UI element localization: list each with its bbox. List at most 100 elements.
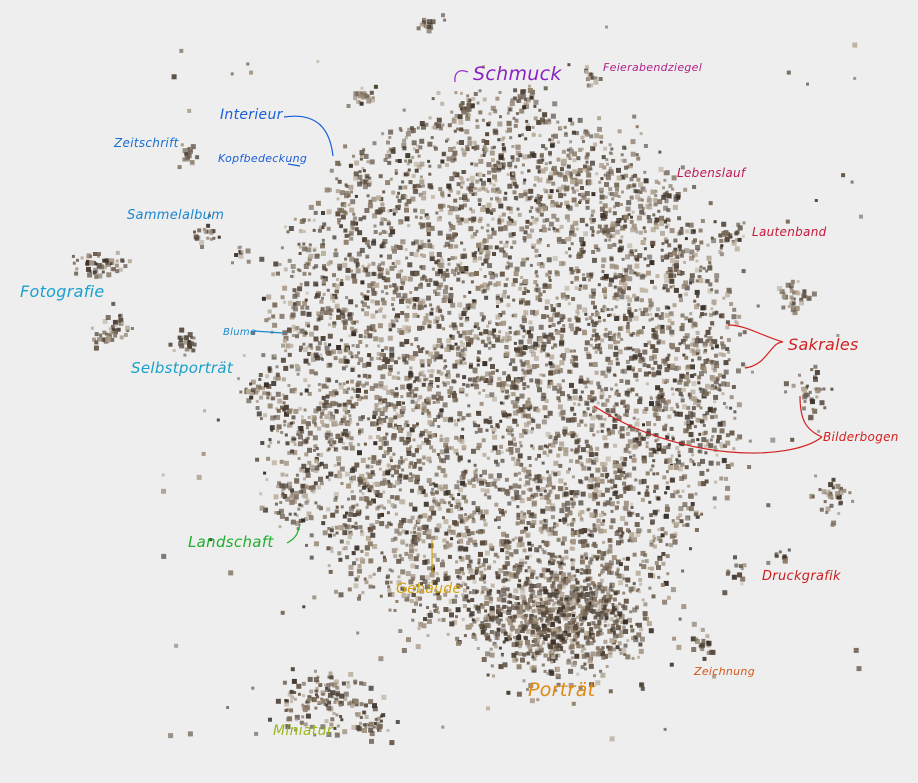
thumbnail-dot <box>386 209 390 213</box>
thumbnail-dot <box>471 633 477 639</box>
thumbnail-dot <box>710 321 715 326</box>
thumbnail-dot <box>548 195 552 199</box>
thumbnail-dot <box>428 434 433 439</box>
thumbnail-dot <box>600 563 604 567</box>
thumbnail-dot <box>358 334 363 338</box>
thumbnail-dot <box>506 206 511 211</box>
thumbnail-dot <box>608 544 613 549</box>
thumbnail-dot <box>527 408 531 412</box>
thumbnail-dot <box>593 305 597 310</box>
thumbnail-dot <box>481 438 486 443</box>
thumbnail-dot <box>544 189 549 194</box>
thumbnail-dot <box>684 465 689 470</box>
thumbnail-dot <box>493 282 498 287</box>
thumbnail-dot <box>543 397 547 400</box>
thumbnail-dot <box>386 511 390 515</box>
thumbnail-dot <box>390 495 395 499</box>
thumbnail-dot <box>439 449 445 455</box>
thumbnail-dot <box>531 125 535 129</box>
thumbnail-dot <box>425 396 431 402</box>
thumbnail-dot <box>379 384 384 389</box>
thumbnail-dot <box>437 465 442 470</box>
thumbnail-dot <box>362 373 367 378</box>
thumbnail-dot <box>403 474 409 480</box>
thumbnail-dot <box>471 146 475 150</box>
thumbnail-dot <box>573 402 576 406</box>
thumbnail-dot <box>440 468 446 474</box>
thumbnail-dot <box>337 348 343 354</box>
thumbnail-dot <box>431 394 437 400</box>
thumbnail-dot <box>550 200 555 204</box>
thumbnail-dot <box>291 270 295 274</box>
thumbnail-dot <box>646 270 651 276</box>
thumbnail-dot <box>334 303 340 309</box>
thumbnail-dot <box>624 268 629 273</box>
thumbnail-dot <box>711 427 717 433</box>
thumbnail-dot <box>410 355 416 361</box>
thumbnail-dot <box>604 387 609 392</box>
thumbnail-dot <box>494 502 499 507</box>
thumbnail-dot <box>554 523 559 528</box>
thumbnail-dot <box>511 603 514 607</box>
thumbnail-dot <box>456 271 460 275</box>
thumbnail-dot <box>678 293 683 298</box>
thumbnail-dot <box>377 513 382 518</box>
thumbnail-dot <box>413 303 417 307</box>
thumbnail-dot <box>442 484 448 490</box>
thumbnail-dot <box>255 406 260 410</box>
thumbnail-dot <box>309 533 314 538</box>
thumbnail-dot <box>283 419 287 423</box>
thumbnail-dot <box>601 604 607 610</box>
thumbnail-dot <box>481 318 485 322</box>
thumbnail-dot <box>310 346 314 350</box>
thumbnail-dot <box>508 540 512 544</box>
thumbnail-dot <box>553 343 558 348</box>
thumbnail-dot <box>697 443 703 449</box>
thumbnail-dot <box>548 161 552 165</box>
thumbnail-dot <box>267 309 272 314</box>
thumbnail-dot <box>350 190 353 194</box>
thumbnail-dot <box>582 140 585 143</box>
thumbnail-dot <box>448 292 454 298</box>
thumbnail-dot <box>461 593 465 597</box>
thumbnail-dot <box>550 304 554 307</box>
thumbnail-dot <box>417 325 422 331</box>
thumbnail-dot <box>439 487 444 492</box>
thumbnail-dot <box>459 556 465 562</box>
thumbnail-dot <box>486 336 491 341</box>
thumbnail-dot <box>426 529 432 535</box>
thumbnail-dot <box>622 145 626 150</box>
thumbnail-dot <box>508 232 514 238</box>
thumbnail-dot <box>563 447 569 453</box>
thumbnail-dot <box>613 285 617 289</box>
thumbnail-dot <box>498 321 503 326</box>
thumbnail-dot <box>570 434 575 439</box>
thumbnail-dot <box>527 541 532 546</box>
thumbnail-dot <box>561 353 567 358</box>
thumbnail-dot <box>741 362 746 367</box>
thumbnail-dot <box>459 518 464 523</box>
thumbnail-dot <box>642 363 647 367</box>
thumbnail-dot <box>616 415 622 421</box>
thumbnail-dot <box>450 268 456 274</box>
thumbnail-dot <box>589 485 594 490</box>
thumbnail-dot <box>281 343 285 348</box>
thumbnail-dot <box>542 550 547 555</box>
thumbnail-dot <box>414 548 418 552</box>
thumbnail-dot <box>335 525 339 530</box>
thumbnail-dot <box>452 232 458 238</box>
thumbnail-dot <box>653 221 658 225</box>
thumbnail-dot <box>602 519 606 523</box>
thumbnail-dot <box>614 316 619 321</box>
thumbnail-dot <box>703 444 708 449</box>
thumbnail-dot <box>347 252 352 257</box>
thumbnail-dot <box>422 408 427 413</box>
thumbnail-dot <box>613 373 616 377</box>
thumbnail-dot <box>407 224 411 228</box>
thumbnail-dot <box>368 558 374 564</box>
thumbnail-dot <box>368 584 373 589</box>
thumbnail-dot <box>309 464 314 470</box>
thumbnail-dot <box>291 334 295 337</box>
thumbnail-dot <box>332 440 337 445</box>
thumbnail-dot <box>519 282 523 286</box>
